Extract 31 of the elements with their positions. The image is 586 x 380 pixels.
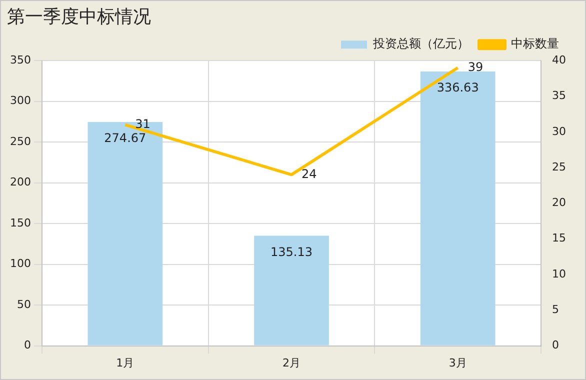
y-tick-label: 0 <box>24 338 31 352</box>
y2-tick-label: 30 <box>552 124 566 138</box>
bar <box>254 236 329 346</box>
y-tick-label: 150 <box>10 216 31 230</box>
x-tick-label: 1月 <box>116 356 134 370</box>
bar <box>420 71 496 346</box>
legend-label: 中标数量 <box>511 36 559 51</box>
data-label: 24 <box>302 166 317 181</box>
y-tick-label: 250 <box>10 134 31 148</box>
y2-tick-label: 0 <box>552 338 560 352</box>
y-tick-label: 300 <box>10 94 31 108</box>
chart-title: 第一季度中标情况 <box>7 6 151 28</box>
x-tick-label: 3月 <box>448 356 467 370</box>
data-label: 39 <box>468 60 484 74</box>
legend-label: 投资总额（亿元） <box>372 36 469 51</box>
y2-tick-label: 35 <box>552 89 566 102</box>
y-tick-label: 100 <box>10 257 31 270</box>
y-tick-label: 350 <box>10 53 31 66</box>
data-label: 336.63 <box>436 80 479 95</box>
y2-tick-label: 25 <box>552 160 566 174</box>
y2-tick-label: 15 <box>552 232 566 245</box>
y2-tick-label: 5 <box>552 303 560 316</box>
data-label: 31 <box>135 116 150 131</box>
y-tick-label: 200 <box>10 176 31 189</box>
y-tick-label: 50 <box>16 298 31 311</box>
data-label: 274.67 <box>104 131 146 146</box>
y2-tick-label: 20 <box>552 196 566 210</box>
y2-tick-label: 10 <box>552 267 566 280</box>
x-tick-label: 2月 <box>282 356 300 370</box>
data-label: 135.13 <box>270 244 312 259</box>
y2-tick-label: 40 <box>552 53 566 66</box>
